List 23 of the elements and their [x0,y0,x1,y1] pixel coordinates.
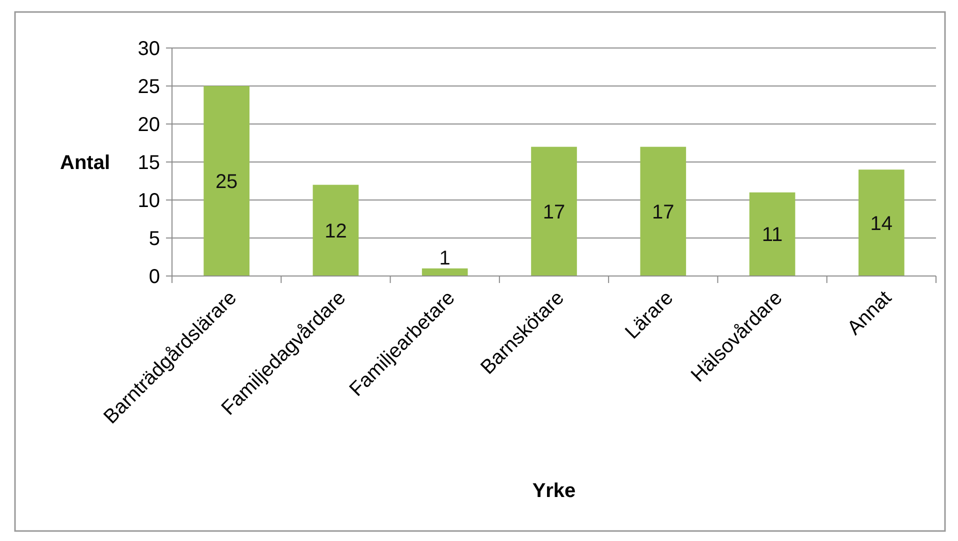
bar [312,184,359,276]
bar [531,146,577,276]
data-label: 1 [439,247,450,270]
data-label: 17 [652,201,674,224]
data-label: 25 [215,171,238,193]
data-label: 11 [762,224,783,246]
y-tick-label: 0 [148,266,160,288]
data-label: 17 [542,201,566,224]
bar [640,146,686,276]
y-tick-label: 5 [148,228,160,250]
data-label: 14 [870,212,893,235]
y-tick-label: 15 [138,152,160,174]
y-tick-label: 30 [138,38,160,60]
bar [422,268,468,276]
y-tick-label: 20 [138,114,160,136]
y-tick-label: 10 [138,190,160,212]
bar [204,86,250,276]
bar [858,170,904,276]
bar [749,192,796,276]
x-axis-title: Yrke [532,480,576,502]
y-axis-title: Antal [60,152,110,174]
data-label: 12 [324,220,347,242]
y-tick-label: 25 [138,76,160,98]
